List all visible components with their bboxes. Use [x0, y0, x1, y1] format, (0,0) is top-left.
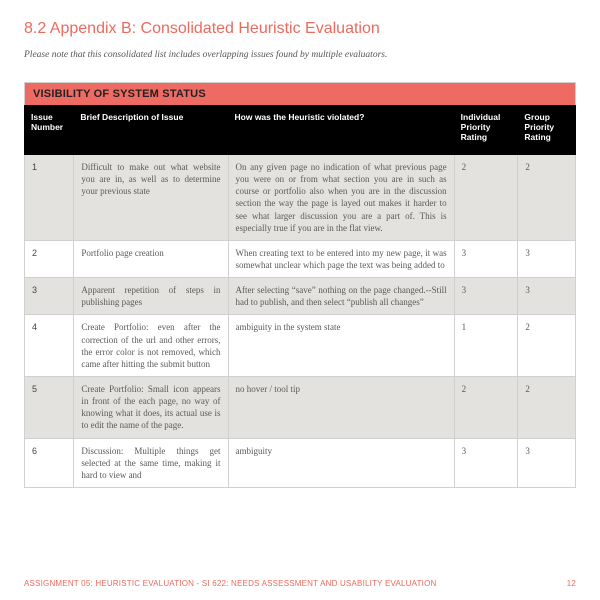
evaluation-table: Issue Number Brief Description of Issue … [24, 105, 576, 488]
cell-description: Portfolio page creation [74, 240, 228, 277]
cell-individual-rating: 2 [454, 376, 518, 438]
intro-note: Please note that this consolidated list … [24, 50, 576, 60]
page-footer: ASSIGNMENT 05: HEURISTIC EVALUATION - SI… [24, 579, 576, 588]
page-title: 8.2 Appendix B: Consolidated Heuristic E… [24, 20, 576, 38]
cell-description: Create Portfolio: even after the correct… [74, 315, 228, 377]
cell-description: Discussion: Multiple things get selected… [74, 438, 228, 487]
cell-individual-rating: 3 [454, 438, 518, 487]
cell-individual-rating: 3 [454, 278, 518, 315]
cell-violation: After selecting “save” nothing on the pa… [228, 278, 454, 315]
cell-issue-number: 5 [25, 376, 74, 438]
cell-description: Difficult to make out what website you a… [74, 155, 228, 241]
table-row: 1Difficult to make out what website you … [25, 155, 576, 241]
cell-individual-rating: 3 [454, 240, 518, 277]
table-clip: VISIBILITY OF SYSTEM STATUS Issue Number… [24, 82, 576, 560]
cell-violation: no hover / tool tip [228, 376, 454, 438]
cell-individual-rating: 1 [454, 315, 518, 377]
cell-group-rating: 2 [518, 315, 576, 377]
table-row: 2Portfolio page creationWhen creating te… [25, 240, 576, 277]
cell-issue-number: 2 [25, 240, 74, 277]
cell-violation: When creating text to be entered into my… [228, 240, 454, 277]
cell-group-rating: 3 [518, 278, 576, 315]
th-group-rating: Group Priority Rating [518, 106, 576, 155]
cell-violation: ambiguity [228, 438, 454, 487]
table-row: 6Discussion: Multiple things get selecte… [25, 438, 576, 487]
th-violation: How was the Heuristic violated? [228, 106, 454, 155]
section-header: VISIBILITY OF SYSTEM STATUS [24, 82, 576, 105]
table-row: 5Create Portfolio: Small icon appears in… [25, 376, 576, 438]
cell-individual-rating: 2 [454, 155, 518, 241]
cell-description: Create Portfolio: Small icon appears in … [74, 376, 228, 438]
cell-description: Apparent repetition of steps in publishi… [74, 278, 228, 315]
table-row: 3Apparent repetition of steps in publish… [25, 278, 576, 315]
th-individual-rating: Individual Priority Rating [454, 106, 518, 155]
cell-issue-number: 3 [25, 278, 74, 315]
th-issue-number: Issue Number [25, 106, 74, 155]
cell-violation: On any given page no indication of what … [228, 155, 454, 241]
cell-group-rating: 3 [518, 438, 576, 487]
table-row: 4Create Portfolio: even after the correc… [25, 315, 576, 377]
table-header-row: Issue Number Brief Description of Issue … [25, 106, 576, 155]
cell-group-rating: 3 [518, 240, 576, 277]
cell-violation: ambiguity in the system state [228, 315, 454, 377]
th-description: Brief Description of Issue [74, 106, 228, 155]
footer-left: ASSIGNMENT 05: HEURISTIC EVALUATION - SI… [24, 579, 436, 588]
cell-group-rating: 2 [518, 376, 576, 438]
cell-group-rating: 2 [518, 155, 576, 241]
cell-issue-number: 6 [25, 438, 74, 487]
cell-issue-number: 4 [25, 315, 74, 377]
footer-page-number: 12 [567, 579, 576, 588]
cell-issue-number: 1 [25, 155, 74, 241]
